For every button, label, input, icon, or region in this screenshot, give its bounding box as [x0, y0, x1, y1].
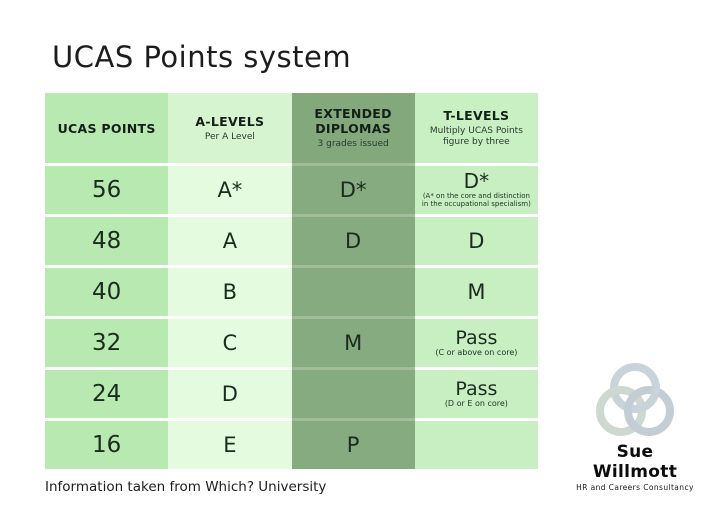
table-row-cell-points: 16 [45, 418, 169, 469]
table-row-cell-a-level: A [168, 214, 292, 265]
t-level-grade: Pass [455, 327, 498, 350]
t-level-note: (A* on the core and distinction in the o… [421, 191, 531, 209]
table-row-cell-extended-diploma: D* [291, 163, 415, 214]
table-row-cell-points: 40 [45, 265, 169, 316]
page-title: UCAS Points system [52, 40, 352, 74]
t-level-grade: D [468, 228, 485, 253]
extended-diploma-grade: M [344, 331, 363, 355]
ucas-points-table: UCAS POINTS A-LEVELS Per A Level EXTENDE… [45, 93, 538, 469]
t-level-grade: Pass [455, 378, 498, 401]
table-row-cell-a-level: D [168, 367, 292, 418]
a-level-grade: A [222, 229, 238, 253]
extended-diploma-grade: D [345, 229, 362, 253]
a-level-grade: C [222, 331, 238, 355]
table-row-cell-t-level [414, 418, 538, 469]
interlocking-rings-icon [596, 363, 674, 436]
t-level-note: (C or above on core) [435, 348, 518, 358]
header-a-levels: A-LEVELS Per A Level [168, 93, 292, 163]
header-extended-diplomas: EXTENDED DIPLOMAS 3 grades issued [291, 93, 415, 163]
logo-name: Sue Willmott [592, 442, 678, 482]
table-row-cell-points: 48 [45, 214, 169, 265]
a-level-grade: B [222, 280, 238, 304]
header-ucas-points: UCAS POINTS [45, 93, 169, 163]
points-value: 32 [91, 330, 122, 356]
a-level-grade: E [223, 433, 237, 457]
table-row-cell-extended-diploma [291, 367, 415, 418]
points-value: 16 [91, 432, 122, 458]
table-row-cell-t-level: D [414, 214, 538, 265]
header-subtitle: 3 grades issued [317, 139, 389, 149]
header-label: A-LEVELS [195, 113, 265, 129]
table-row-cell-a-level: B [168, 265, 292, 316]
points-value: 48 [91, 228, 122, 254]
table-row-cell-extended-diploma: P [291, 418, 415, 469]
extended-diploma-grade: D* [339, 178, 367, 202]
table-row-cell-points: 56 [45, 163, 169, 214]
a-level-grade: A* [217, 178, 243, 202]
points-value: 56 [91, 177, 122, 203]
source-attribution: Information taken from Which? University [45, 479, 327, 495]
table-row-cell-extended-diploma [291, 265, 415, 316]
points-value: 40 [91, 279, 122, 305]
header-t-levels: T-LEVELS Multiply UCAS Points figure by … [414, 93, 538, 163]
table-row-cell-extended-diploma: D [291, 214, 415, 265]
table-row-cell-a-level: E [168, 418, 292, 469]
table-row-cell-points: 24 [45, 367, 169, 418]
table-row-cell-extended-diploma: M [291, 316, 415, 367]
table-row-cell-points: 32 [45, 316, 169, 367]
table-row-cell-t-level: M [414, 265, 538, 316]
table-row-cell-a-level: A* [168, 163, 292, 214]
t-level-grade: M [467, 279, 486, 304]
table-row-cell-a-level: C [168, 316, 292, 367]
consultancy-logo: Sue Willmott HR and Careers Consultancy [575, 360, 695, 492]
extended-diploma-grade: P [346, 433, 360, 457]
header-label: UCAS POINTS [57, 120, 156, 136]
logo-tagline: HR and Careers Consultancy [576, 483, 694, 492]
header-label: T-LEVELS [443, 108, 510, 123]
points-value: 24 [91, 381, 122, 407]
header-subtitle: Multiply UCAS Points figure by three [429, 126, 523, 147]
header-subtitle: Per A Level [204, 131, 255, 142]
table-row-cell-t-level: D* (A* on the core and distinction in th… [414, 163, 538, 214]
a-level-grade: D [221, 382, 238, 406]
header-label: EXTENDED DIPLOMAS [314, 106, 392, 136]
t-level-grade: D* [463, 168, 490, 193]
table-row-cell-t-level: Pass (C or above on core) [414, 316, 538, 367]
table-row-cell-t-level: Pass (D or E on core) [414, 367, 538, 418]
t-level-note: (D or E on core) [444, 399, 508, 409]
